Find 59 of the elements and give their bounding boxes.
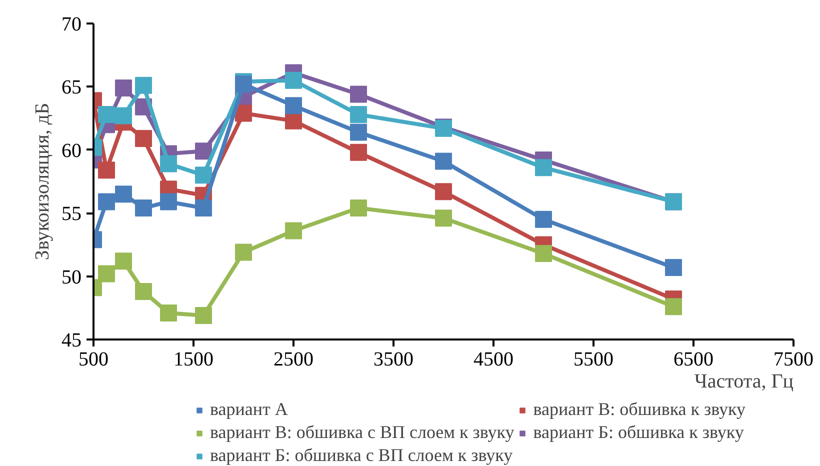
point xyxy=(115,252,132,270)
point xyxy=(435,183,452,200)
x-tick-label: 5500 xyxy=(574,348,614,370)
point xyxy=(160,304,177,322)
point xyxy=(350,86,367,103)
point xyxy=(195,200,212,217)
point xyxy=(160,193,177,210)
y-tick-label: 50 xyxy=(62,266,82,288)
point xyxy=(535,245,552,262)
point xyxy=(285,97,302,114)
point xyxy=(435,210,452,227)
x-tick-label: 4500 xyxy=(474,348,514,370)
x-axis-title: Частота, Гц xyxy=(694,370,794,392)
x-tick-label: 2500 xyxy=(274,348,314,370)
point xyxy=(195,306,212,324)
point xyxy=(195,142,212,160)
legend-label: вариант А xyxy=(210,399,288,420)
point xyxy=(98,106,115,124)
point xyxy=(350,200,367,217)
point xyxy=(285,112,302,130)
point xyxy=(350,124,367,141)
legend-label: вариант В: обшивка с ВП слоем к звуку xyxy=(210,422,514,443)
y-tick-label: 60 xyxy=(62,140,82,162)
x-tick-label: 1500 xyxy=(174,348,214,370)
point xyxy=(135,282,152,300)
point xyxy=(665,298,682,316)
point xyxy=(98,193,115,210)
point xyxy=(98,162,115,179)
x-tick-label: 500 xyxy=(78,348,108,370)
point xyxy=(135,76,152,94)
point xyxy=(235,244,252,261)
point xyxy=(435,152,452,170)
point xyxy=(160,155,177,172)
point xyxy=(535,159,552,176)
y-tick-label: 70 xyxy=(62,14,82,36)
x-tick-label: 3500 xyxy=(374,348,414,370)
y-tick-label: 65 xyxy=(62,76,82,99)
y-axis-title: Звукоизоляция, дБ xyxy=(32,102,54,260)
x-tick-label: 7500 xyxy=(774,348,814,370)
point xyxy=(665,258,682,276)
x-tick-label: 6500 xyxy=(674,348,714,370)
point xyxy=(115,79,132,96)
point xyxy=(535,210,552,228)
y-tick-label: 55 xyxy=(62,203,82,226)
point xyxy=(285,72,302,89)
legend-label: вариант В: обшивка к звуку xyxy=(533,399,746,420)
legend-label: вариант Б: обшивка с ВП слоем к звуку xyxy=(210,445,513,466)
point xyxy=(98,265,115,282)
point xyxy=(350,106,367,124)
point xyxy=(285,222,302,240)
point xyxy=(115,186,132,203)
y-tick-label: 45 xyxy=(62,330,82,352)
point xyxy=(350,144,367,161)
legend-label: вариант Б: обшивка к звуку xyxy=(533,422,744,443)
point xyxy=(135,130,152,148)
point xyxy=(195,166,212,184)
point xyxy=(115,107,132,124)
point xyxy=(135,200,152,217)
point xyxy=(235,104,252,122)
